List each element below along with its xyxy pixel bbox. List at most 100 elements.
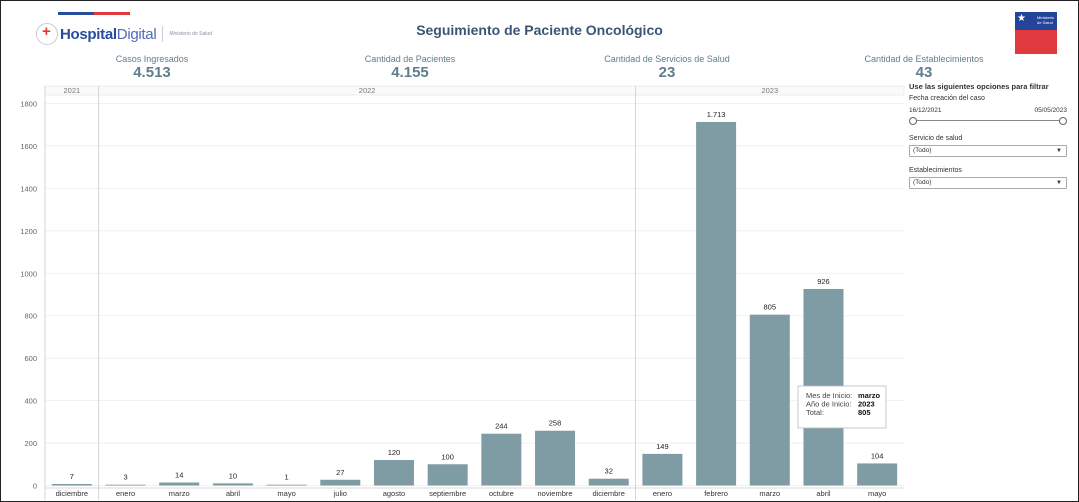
x-tick-label: octubre xyxy=(489,489,514,498)
star-icon: ★ xyxy=(1017,13,1026,24)
cross-icon xyxy=(36,23,58,45)
date-to: 05/05/2023 xyxy=(1034,107,1067,114)
slider-handle-start[interactable] xyxy=(909,117,917,125)
service-select-value: (Todo) xyxy=(913,147,932,154)
kpi-servicios-salud: Cantidad de Servicios de Salud 23 xyxy=(557,54,777,81)
bar xyxy=(857,463,898,486)
x-tick-label: abril xyxy=(816,489,831,498)
logo-text-digital: Digital xyxy=(116,25,157,43)
year-label: 2021 xyxy=(64,86,81,95)
x-tick-label: enero xyxy=(653,489,672,498)
x-tick-label: mayo xyxy=(868,489,886,498)
data-label: 1.713 xyxy=(707,110,726,119)
bar xyxy=(212,483,253,486)
ministry-seal: ★ Ministerio de Salud xyxy=(1015,12,1057,54)
data-label: 805 xyxy=(764,303,777,312)
bar xyxy=(642,453,683,486)
y-tick-label: 200 xyxy=(24,439,37,448)
tooltip-box xyxy=(797,385,887,429)
tooltip-label: Mes de Inicio: xyxy=(806,391,852,400)
filter-heading: Use las siguientes opciones para filtrar xyxy=(909,82,1049,91)
data-label: 104 xyxy=(871,451,884,460)
date-from: 16/12/2021 xyxy=(909,107,942,114)
flag-stripe xyxy=(58,12,130,15)
x-tick-label: marzo xyxy=(169,489,190,498)
y-tick-label: 800 xyxy=(24,312,37,321)
data-label: 14 xyxy=(175,471,183,480)
bar xyxy=(588,478,629,486)
x-tick-label: diciembre xyxy=(56,489,89,498)
date-range-slider[interactable] xyxy=(909,116,1067,125)
bar xyxy=(373,460,414,486)
data-label: 3 xyxy=(123,473,127,482)
data-label: 149 xyxy=(656,442,669,451)
bar xyxy=(749,314,790,486)
y-tick-label: 1600 xyxy=(20,142,37,151)
bar xyxy=(696,121,737,486)
data-label: 100 xyxy=(441,452,454,461)
tooltip-value: 805 xyxy=(858,408,871,417)
tooltip-value: 2023 xyxy=(858,400,875,409)
y-tick-label: 400 xyxy=(24,397,37,406)
y-tick-label: 1000 xyxy=(20,269,37,278)
year-label: 2023 xyxy=(761,86,778,95)
bar xyxy=(481,433,522,486)
data-label: 1 xyxy=(285,473,289,482)
kpi-label: Cantidad de Pacientes xyxy=(364,54,456,64)
kpi-value: 43 xyxy=(915,64,933,81)
establishment-select-value: (Todo) xyxy=(913,179,932,186)
data-label: 244 xyxy=(495,422,508,431)
kpi-label: Cantidad de Establecimientos xyxy=(864,54,984,64)
kpi-label: Casos Ingresados xyxy=(115,54,189,64)
filter-panel: Use las siguientes opciones para filtrar… xyxy=(909,82,1067,189)
x-tick-label: enero xyxy=(116,489,135,498)
y-tick-label: 600 xyxy=(24,354,37,363)
kpi-cantidad-pacientes: Cantidad de Pacientes 4.155 xyxy=(300,54,520,81)
slider-track xyxy=(912,120,1064,121)
establishment-filter-label: Establecimientos xyxy=(909,167,962,174)
bar xyxy=(427,464,468,486)
x-tick-label: noviembre xyxy=(538,489,573,498)
kpi-label: Cantidad de Servicios de Salud xyxy=(604,54,730,64)
x-tick-label: diciembre xyxy=(592,489,625,498)
logo-divider xyxy=(162,26,164,42)
y-tick-label: 1800 xyxy=(20,100,37,109)
x-tick-label: febrero xyxy=(704,489,728,498)
tooltip-value: marzo xyxy=(858,391,881,400)
y-tick-label: 0 xyxy=(33,482,37,491)
tooltip-label: Total: xyxy=(806,408,824,417)
data-label: 120 xyxy=(388,448,401,457)
hospital-digital-logo[interactable]: HospitalDigital Ministerio de Salud xyxy=(36,21,212,47)
slider-handle-end[interactable] xyxy=(1059,117,1067,125)
kpi-casos-ingresados: Casos Ingresados 4.513 xyxy=(42,54,262,81)
establishment-select[interactable]: (Todo) ▼ xyxy=(909,177,1067,189)
chevron-down-icon: ▼ xyxy=(1056,180,1062,186)
data-label: 258 xyxy=(549,419,562,428)
y-tick-label: 1400 xyxy=(20,184,37,193)
kpi-establecimientos: Cantidad de Establecimientos 43 xyxy=(814,54,1034,81)
data-label: 7 xyxy=(70,472,74,481)
kpi-value: 23 xyxy=(658,64,676,81)
bar xyxy=(535,430,576,486)
service-select[interactable]: (Todo) ▼ xyxy=(909,145,1067,157)
x-tick-label: septiembre xyxy=(429,489,466,498)
x-tick-label: agosto xyxy=(383,489,406,498)
logo-subtitle: Ministerio de Salud xyxy=(169,31,212,37)
logo-text: HospitalDigital xyxy=(60,25,157,43)
date-filter-label: Fecha creación del caso xyxy=(909,95,985,102)
data-label: 32 xyxy=(605,467,613,476)
x-tick-label: marzo xyxy=(759,489,780,498)
chevron-down-icon: ▼ xyxy=(1056,148,1062,154)
bar xyxy=(266,484,307,486)
y-tick-label: 1200 xyxy=(20,227,37,236)
tooltip-label: Año de Inicio: xyxy=(806,400,851,409)
page-title: Seguimiento de Paciente Oncológico xyxy=(416,22,663,38)
bar xyxy=(159,482,200,486)
data-label: 926 xyxy=(817,277,830,286)
data-label: 10 xyxy=(229,471,237,480)
service-filter-label: Servicio de salud xyxy=(909,135,963,142)
bar xyxy=(51,484,92,486)
bar xyxy=(320,479,361,486)
year-label: 2022 xyxy=(359,86,376,95)
